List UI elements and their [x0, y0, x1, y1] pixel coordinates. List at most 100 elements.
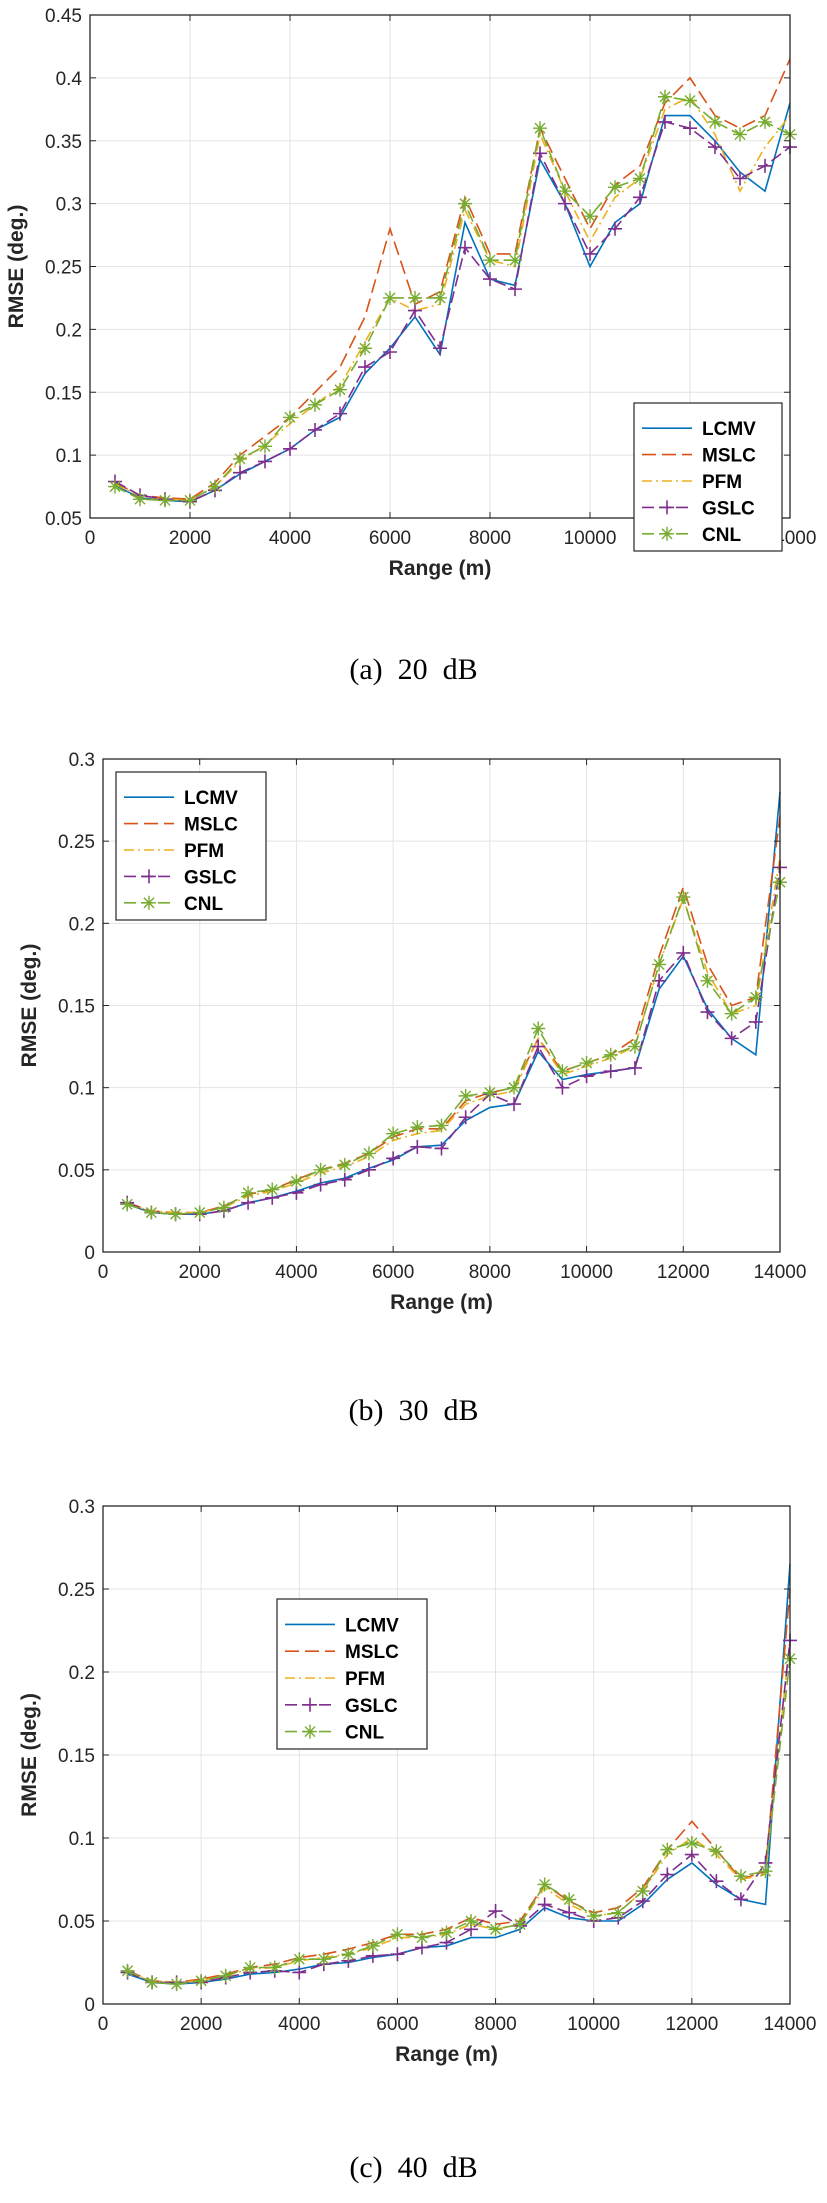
x-tick-label: 8000 — [474, 2014, 516, 2035]
x-tick-label: 2000 — [179, 1262, 221, 1283]
y-tick-label: 0.3 — [69, 1497, 95, 1518]
data-point-cnl — [652, 957, 667, 972]
y-tick-label: 0.1 — [69, 1829, 95, 1850]
legend-marker-cnl — [142, 895, 156, 910]
legend-label-gslc: GSLC — [345, 1696, 398, 1717]
data-point-cnl — [265, 1182, 280, 1197]
data-point-cnl — [533, 121, 547, 136]
data-point-gslc — [537, 1897, 552, 1912]
y-tick-label: 0.2 — [56, 320, 82, 341]
data-point-gslc — [583, 246, 597, 261]
data-point-gslc — [361, 1162, 376, 1177]
data-point-gslc — [508, 282, 522, 297]
data-point-gslc — [658, 114, 672, 129]
data-point-cnl — [658, 89, 672, 104]
data-point-cnl — [361, 1146, 376, 1161]
y-axis-label: RMSE (deg.) — [18, 944, 41, 1068]
x-tick-label: 0 — [98, 2014, 109, 2035]
legend-label-lcmv: LCMV — [702, 419, 756, 440]
data-point-cnl — [531, 1021, 546, 1036]
y-tick-label: 0 — [84, 1243, 95, 1264]
data-point-cnl — [108, 479, 122, 494]
data-point-cnl — [708, 114, 722, 129]
data-point-gslc — [603, 1064, 618, 1079]
data-point-gslc — [733, 1892, 748, 1907]
chart-panel-a: 020004000600080001000012000140000.050.10… — [0, 0, 827, 650]
series-line-cnl — [126, 882, 781, 1216]
data-point-gslc — [458, 240, 472, 255]
legend-marker-gslc — [303, 1697, 317, 1712]
legend-marker-cnl — [303, 1724, 317, 1739]
legend-label-cnl: CNL — [184, 894, 223, 915]
data-point-gslc — [709, 1874, 724, 1889]
legend-label-pfm: PFM — [184, 841, 224, 862]
data-point-gslc — [748, 1014, 763, 1029]
chart-panel-c: 0 2000 4000 6000 8000 10000 12000 14000 0 0.05 0.1… — [0, 1484, 827, 2134]
data-point-gslc — [660, 1867, 675, 1882]
x-tick-label: 12000 — [657, 1262, 710, 1283]
series-line-gslc — [127, 1640, 791, 1984]
y-tick-label: 0.05 — [58, 1912, 95, 1933]
data-point-gslc — [434, 1141, 449, 1156]
data-point-cnl — [733, 127, 747, 142]
x-tick-label: 10000 — [560, 1262, 613, 1283]
y-tick-label: 0.3 — [56, 195, 82, 216]
data-point-gslc — [633, 190, 647, 205]
series-group — [120, 791, 787, 1222]
data-point-gslc — [313, 1177, 328, 1192]
series-line-cnl — [114, 95, 791, 502]
y-tick-label: 0.2 — [69, 1663, 95, 1684]
data-point-cnl — [579, 1056, 594, 1071]
x-tick-label: 6000 — [376, 2014, 418, 2035]
data-point-cnl — [144, 1205, 159, 1220]
legend-label-gslc: GSLC — [702, 498, 755, 519]
data-point-gslc — [483, 272, 497, 287]
data-point-cnl — [158, 493, 172, 508]
data-point-gslc — [258, 454, 272, 469]
data-point-gslc — [292, 1965, 307, 1980]
data-point-cnl — [483, 253, 497, 268]
axes: 0 2000 4000 6000 8000 10000 12000 14000 0 0.05 0.1… — [58, 750, 806, 1283]
y-tick-label: 0.1 — [56, 446, 82, 467]
chart-30db: 0 2000 4000 6000 8000 10000 12000 14000 0 0.05 0.1… — [18, 750, 806, 1314]
chart-40db: 0 2000 4000 6000 8000 10000 12000 14000 0 0.05 0.1… — [18, 1497, 817, 2066]
chart-20db: 020004000600080001000012000140000.050.10… — [5, 6, 816, 580]
data-point-cnl — [333, 382, 347, 397]
legend-marker-cnl — [660, 526, 674, 541]
data-point-gslc — [676, 945, 691, 960]
y-tick-label: 0.4 — [56, 69, 83, 90]
data-point-gslc — [733, 171, 747, 186]
x-tick-label: 8000 — [469, 528, 511, 549]
y-tick-label: 0.3 — [69, 750, 95, 771]
data-point-cnl — [386, 1126, 401, 1141]
data-point-gslc — [233, 465, 247, 480]
data-point-cnl — [434, 1118, 449, 1133]
series-group — [120, 1564, 797, 1992]
x-tick-label: 4000 — [278, 2014, 320, 2035]
y-tick-label: 0.05 — [45, 509, 82, 530]
data-point-gslc — [531, 1039, 546, 1054]
x-axis-label: Range (m) — [395, 2043, 498, 2066]
data-point-cnl — [383, 290, 397, 305]
data-point-cnl — [458, 196, 472, 211]
x-tick-label: 2000 — [180, 2014, 222, 2035]
data-point-gslc — [383, 345, 397, 360]
data-point-cnl — [758, 1864, 773, 1879]
legend: LCMV MSLC PFM GSLC CNL — [276, 1598, 428, 1750]
data-point-cnl — [390, 1927, 405, 1942]
data-point-cnl — [603, 1047, 618, 1062]
y-tick-label: 0.25 — [58, 832, 95, 853]
data-point-cnl — [358, 341, 372, 356]
data-point-cnl — [192, 1205, 207, 1220]
data-point-cnl — [611, 1905, 626, 1920]
data-point-gslc — [308, 422, 322, 437]
data-point-cnl — [660, 1842, 675, 1857]
legend-label-mslc: MSLC — [184, 815, 238, 836]
x-tick-label: 14000 — [764, 2014, 817, 2035]
data-point-cnl — [341, 1947, 356, 1962]
data-point-cnl — [733, 1869, 748, 1884]
data-point-cnl — [365, 1938, 380, 1953]
legend-label-pfm: PFM — [345, 1669, 385, 1690]
data-point-gslc — [358, 360, 372, 375]
data-point-cnl — [635, 1884, 650, 1899]
